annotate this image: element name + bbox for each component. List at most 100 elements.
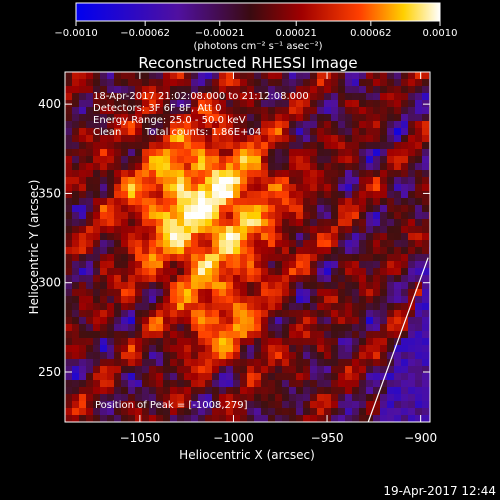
- heatmap-cell: [359, 72, 367, 80]
- heatmap-cell: [359, 303, 367, 311]
- heatmap-cell: [415, 121, 423, 129]
- heatmap-cell: [296, 233, 304, 241]
- heatmap-cell: [289, 79, 297, 87]
- heatmap-cell: [72, 380, 80, 388]
- heatmap-cell: [422, 163, 430, 171]
- heatmap-cell: [226, 352, 234, 360]
- heatmap-cell: [338, 261, 346, 269]
- heatmap-cell: [114, 156, 122, 164]
- heatmap-cell: [128, 254, 136, 262]
- heatmap-cell: [233, 233, 241, 241]
- heatmap-cell: [387, 170, 395, 178]
- heatmap-cell: [240, 366, 248, 374]
- heatmap-cell: [380, 324, 388, 332]
- heatmap-cell: [317, 121, 325, 129]
- heatmap-cell: [345, 275, 353, 283]
- heatmap-cell: [93, 394, 101, 402]
- heatmap-cell: [310, 310, 318, 318]
- heatmap-cell: [65, 226, 73, 234]
- heatmap-cell: [212, 121, 220, 129]
- heatmap-cell: [93, 121, 101, 129]
- heatmap-cell: [282, 408, 290, 416]
- heatmap-cell: [366, 100, 374, 108]
- heatmap-cell: [275, 79, 283, 87]
- heatmap-cell: [240, 240, 248, 248]
- heatmap-cell: [303, 359, 311, 367]
- heatmap-cell: [72, 86, 80, 94]
- heatmap-cell: [338, 177, 346, 185]
- heatmap-cell: [86, 198, 94, 206]
- heatmap-cell: [380, 233, 388, 241]
- heatmap-cell: [352, 212, 360, 220]
- heatmap-cell: [422, 415, 430, 422]
- heatmap-cell: [212, 142, 220, 150]
- heatmap-cell: [380, 331, 388, 339]
- heatmap-cell: [100, 373, 108, 381]
- heatmap-cell: [198, 289, 206, 297]
- heatmap-cell: [233, 163, 241, 171]
- heatmap-cell: [65, 135, 73, 143]
- heatmap-cell: [128, 219, 136, 227]
- heatmap-cell: [359, 107, 367, 115]
- heatmap-cell: [86, 373, 94, 381]
- heatmap-cell: [107, 121, 115, 129]
- heatmap-cell: [275, 282, 283, 290]
- heatmap-cell: [261, 401, 269, 409]
- heatmap-cell: [121, 226, 129, 234]
- heatmap-cell: [212, 373, 220, 381]
- heatmap-cell: [191, 310, 199, 318]
- heatmap-cell: [380, 408, 388, 416]
- heatmap-cell: [226, 310, 234, 318]
- heatmap-cell: [422, 303, 430, 311]
- heatmap-cell: [107, 219, 115, 227]
- heatmap-cell: [408, 268, 416, 276]
- heatmap-cell: [338, 401, 346, 409]
- heatmap-cell: [303, 191, 311, 199]
- heatmap-cell: [184, 142, 192, 150]
- heatmap-cell: [408, 345, 416, 353]
- heatmap-cell: [212, 261, 220, 269]
- heatmap-cell: [408, 240, 416, 248]
- heatmap-cell: [128, 345, 136, 353]
- heatmap-cell: [219, 212, 227, 220]
- heatmap-cell: [121, 212, 129, 220]
- heatmap-cell: [261, 135, 269, 143]
- heatmap-cell: [205, 401, 213, 409]
- heatmap-cell: [177, 163, 185, 171]
- heatmap-cell: [240, 415, 248, 422]
- heatmap-cell: [240, 317, 248, 325]
- heatmap-cell: [401, 275, 409, 283]
- heatmap-cell: [149, 254, 157, 262]
- heatmap-cell: [212, 79, 220, 87]
- heatmap-cell: [261, 387, 269, 395]
- heatmap-cell: [93, 303, 101, 311]
- heatmap-cell: [149, 240, 157, 248]
- heatmap-cell: [247, 163, 255, 171]
- heatmap-cell: [254, 100, 262, 108]
- heatmap-cell: [282, 303, 290, 311]
- heatmap-cell: [247, 184, 255, 192]
- heatmap-cell: [415, 128, 423, 136]
- heatmap-cell: [142, 408, 150, 416]
- heatmap-cell: [65, 149, 73, 157]
- heatmap-cell: [233, 156, 241, 164]
- heatmap-cell: [338, 296, 346, 304]
- colorbar-tick-labels: −0.0010 −0.00062 −0.00021 0.00021 0.00062 0.0…: [54, 28, 457, 39]
- heatmap-cell: [359, 275, 367, 283]
- heatmap-cell: [268, 373, 276, 381]
- heatmap-cell: [373, 142, 381, 150]
- heatmap-cell: [135, 149, 143, 157]
- heatmap-cell: [401, 359, 409, 367]
- heatmap-cell: [394, 352, 402, 360]
- heatmap-cell: [135, 205, 143, 213]
- heatmap-cell: [359, 345, 367, 353]
- heatmap-cell: [177, 359, 185, 367]
- heatmap-cell: [401, 191, 409, 199]
- heatmap-cell: [387, 205, 395, 213]
- heatmap-cell: [275, 387, 283, 395]
- heatmap-cell: [268, 331, 276, 339]
- heatmap-cell: [121, 219, 129, 227]
- heatmap-cell: [366, 219, 374, 227]
- heatmap-cell: [240, 198, 248, 206]
